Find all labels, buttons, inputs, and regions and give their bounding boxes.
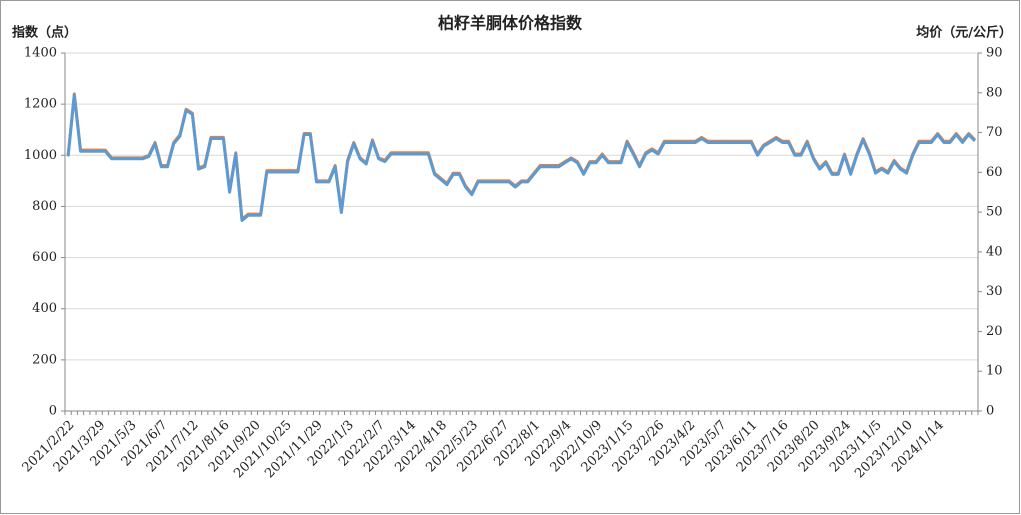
y-tick-label: 1000 [24, 148, 57, 163]
y-tick-label: 400 [32, 301, 57, 316]
y-tick-label: 1200 [24, 97, 57, 112]
y2-tick-label: 80 [986, 85, 1003, 100]
y-tick-label: 0 [49, 404, 57, 419]
y-tick-label: 1400 [24, 46, 57, 61]
y2-tick-label: 70 [986, 125, 1003, 140]
y2-tick-label: 60 [986, 165, 1003, 180]
series-line [66, 93, 976, 222]
y2-tick-label: 50 [986, 205, 1003, 220]
y2-axis-label: 均价（元/公斤） [916, 25, 1012, 41]
y2-tick-label: 20 [986, 324, 1003, 339]
y-axis-label: 指数（点） [12, 25, 77, 41]
y2-tick-label: 10 [986, 364, 1003, 379]
y2-tick-label: 90 [986, 46, 1003, 61]
y-tick-label: 600 [32, 250, 57, 265]
y-tick-label: 200 [32, 352, 57, 367]
y2-tick-label: 40 [986, 244, 1003, 259]
y2-tick-label: 0 [986, 404, 994, 419]
chart-title: 柏籽羊胴体价格指数 [438, 14, 583, 33]
y-tick-label: 800 [32, 199, 57, 214]
y2-tick-label: 30 [986, 284, 1003, 299]
